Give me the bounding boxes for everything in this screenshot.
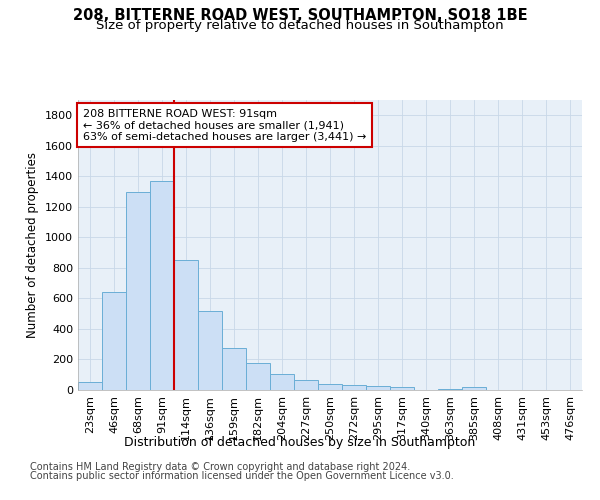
Bar: [270, 374, 294, 390]
Bar: [78, 382, 102, 390]
Bar: [294, 380, 318, 390]
Bar: [102, 292, 126, 390]
Bar: [366, 386, 390, 390]
Bar: [126, 192, 150, 390]
Bar: [174, 260, 198, 390]
Bar: [438, 389, 462, 390]
Bar: [198, 310, 222, 390]
Bar: [318, 384, 342, 390]
Text: Distribution of detached houses by size in Southampton: Distribution of detached houses by size …: [124, 436, 476, 449]
Text: Contains HM Land Registry data © Crown copyright and database right 2024.: Contains HM Land Registry data © Crown c…: [30, 462, 410, 472]
Bar: [462, 388, 486, 390]
Bar: [342, 384, 366, 390]
Bar: [390, 388, 414, 390]
Bar: [246, 364, 270, 390]
Text: 208, BITTERNE ROAD WEST, SOUTHAMPTON, SO18 1BE: 208, BITTERNE ROAD WEST, SOUTHAMPTON, SO…: [73, 8, 527, 22]
Text: Size of property relative to detached houses in Southampton: Size of property relative to detached ho…: [96, 19, 504, 32]
Text: Contains public sector information licensed under the Open Government Licence v3: Contains public sector information licen…: [30, 471, 454, 481]
Y-axis label: Number of detached properties: Number of detached properties: [26, 152, 40, 338]
Bar: [222, 348, 246, 390]
Text: 208 BITTERNE ROAD WEST: 91sqm
← 36% of detached houses are smaller (1,941)
63% o: 208 BITTERNE ROAD WEST: 91sqm ← 36% of d…: [83, 108, 367, 142]
Bar: [150, 181, 174, 390]
